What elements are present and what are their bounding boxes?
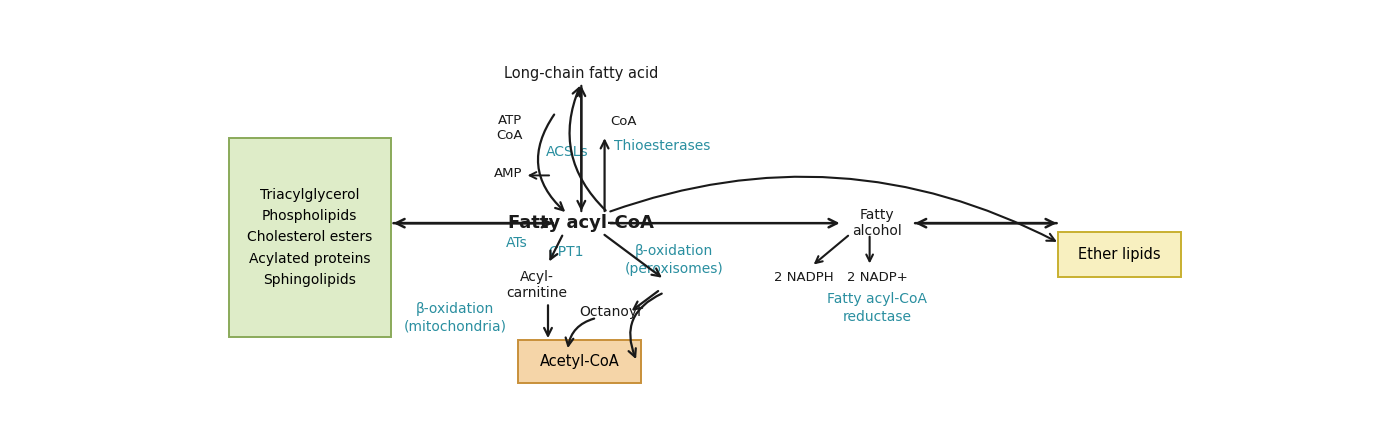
Text: Acyl-
carnitine: Acyl- carnitine [505,270,567,300]
Text: Ether lipids: Ether lipids [1078,247,1161,262]
Text: Octanoyl: Octanoyl [578,306,642,319]
Text: 2 NADPH: 2 NADPH [774,271,833,284]
Text: 2 NADP+: 2 NADP+ [847,271,907,284]
Text: β-oxidation
(peroxisomes): β-oxidation (peroxisomes) [625,245,724,276]
FancyBboxPatch shape [1058,232,1181,277]
Text: Long-chain fatty acid: Long-chain fatty acid [504,66,658,81]
FancyBboxPatch shape [229,138,391,337]
Text: Fatty acyl-CoA: Fatty acyl-CoA [508,214,654,232]
Text: Acetyl-CoA: Acetyl-CoA [540,354,620,369]
Text: ACSLs: ACSLs [545,145,588,159]
Text: AMP: AMP [494,168,522,181]
Text: ATs: ATs [507,236,527,250]
Text: Fatty
alcohol: Fatty alcohol [852,208,902,238]
Text: CPT1: CPT1 [548,246,584,259]
Text: CoA: CoA [610,115,636,128]
FancyBboxPatch shape [518,340,642,383]
Text: Triacylglycerol
Phospholipids
Cholesterol esters
Acylated proteins
Sphingolipids: Triacylglycerol Phospholipids Cholestero… [246,188,372,287]
Text: β-oxidation
(mitochondria): β-oxidation (mitochondria) [403,302,507,333]
Text: ATP
CoA: ATP CoA [496,114,522,142]
Text: Fatty acyl-CoA
reductase: Fatty acyl-CoA reductase [828,292,927,323]
Text: Thioesterases: Thioesterases [614,139,711,153]
